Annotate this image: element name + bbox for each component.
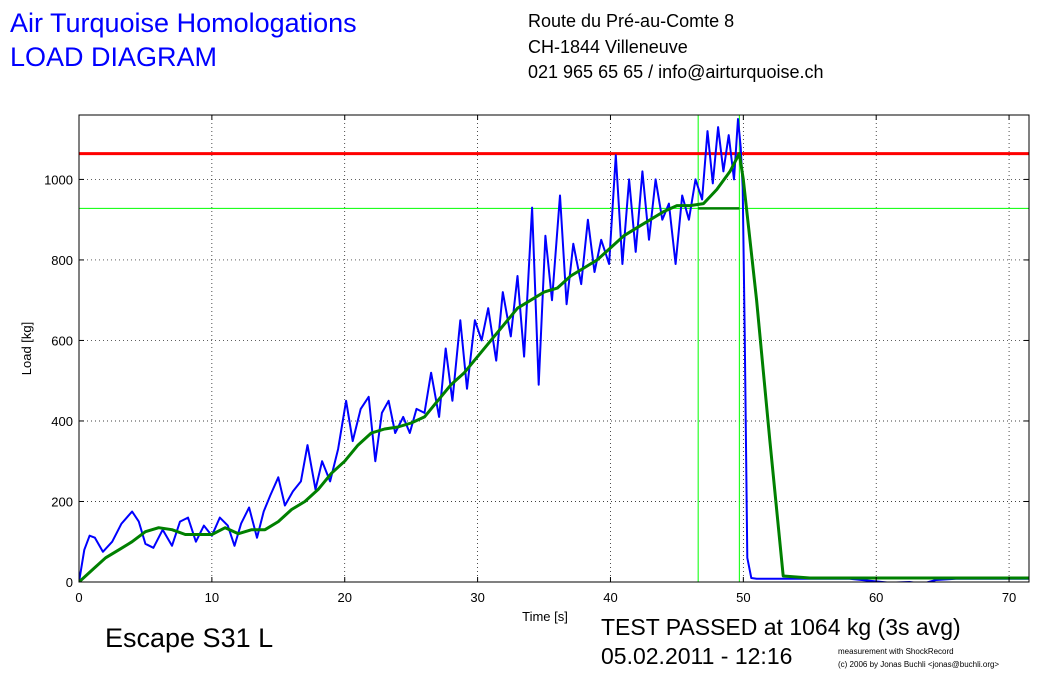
x-tick-label: 60 xyxy=(869,590,883,605)
diagram-title: LOAD DIAGRAM xyxy=(10,42,218,72)
x-tick-label: 30 xyxy=(470,590,484,605)
x-axis-label: Time [s] xyxy=(522,609,568,624)
credit-line-1: measurement with ShockRecord xyxy=(838,647,954,656)
x-tick-label: 70 xyxy=(1002,590,1016,605)
address-city: CH-1844 Villeneuve xyxy=(528,37,688,57)
test-datetime: 05.02.2011 - 12:16 xyxy=(601,643,793,669)
credit-line-2: (c) 2006 by Jonas Buchli <jonas@buchli.o… xyxy=(838,660,1000,669)
y-tick-label: 800 xyxy=(51,253,73,268)
avg-load-series xyxy=(79,152,1029,582)
test-result: TEST PASSED at 1064 kg (3s avg) xyxy=(601,614,961,640)
tick-labels: 0 10 20 30 40 50 60 70 0 200 400 600 800 1000 xyxy=(44,115,1029,605)
contact-info: 021 965 65 65 / info@airturquoise.ch xyxy=(528,62,824,82)
y-tick-label: 400 xyxy=(51,414,73,429)
company-title: Air Turquoise Homologations xyxy=(10,8,357,38)
plot-frame xyxy=(78,114,1030,583)
x-tick-label: 0 xyxy=(75,590,82,605)
reference-lines xyxy=(79,115,1029,582)
x-tick-label: 40 xyxy=(603,590,617,605)
series-layer xyxy=(79,118,1029,582)
grid xyxy=(79,115,1029,582)
x-tick-label: 10 xyxy=(205,590,219,605)
x-tick-label: 50 xyxy=(736,590,750,605)
y-tick-label: 0 xyxy=(66,575,73,590)
raw-load-series xyxy=(79,118,1029,582)
y-tick-label: 200 xyxy=(51,494,73,509)
y-tick-label: 1000 xyxy=(44,172,73,187)
product-name: Escape S31 L xyxy=(105,623,274,653)
x-tick-label: 20 xyxy=(337,590,351,605)
y-tick-label: 600 xyxy=(51,333,73,348)
y-axis-label: Load [kg] xyxy=(19,322,34,376)
address-street: Route du Pré-au-Comte 8 xyxy=(528,11,735,31)
